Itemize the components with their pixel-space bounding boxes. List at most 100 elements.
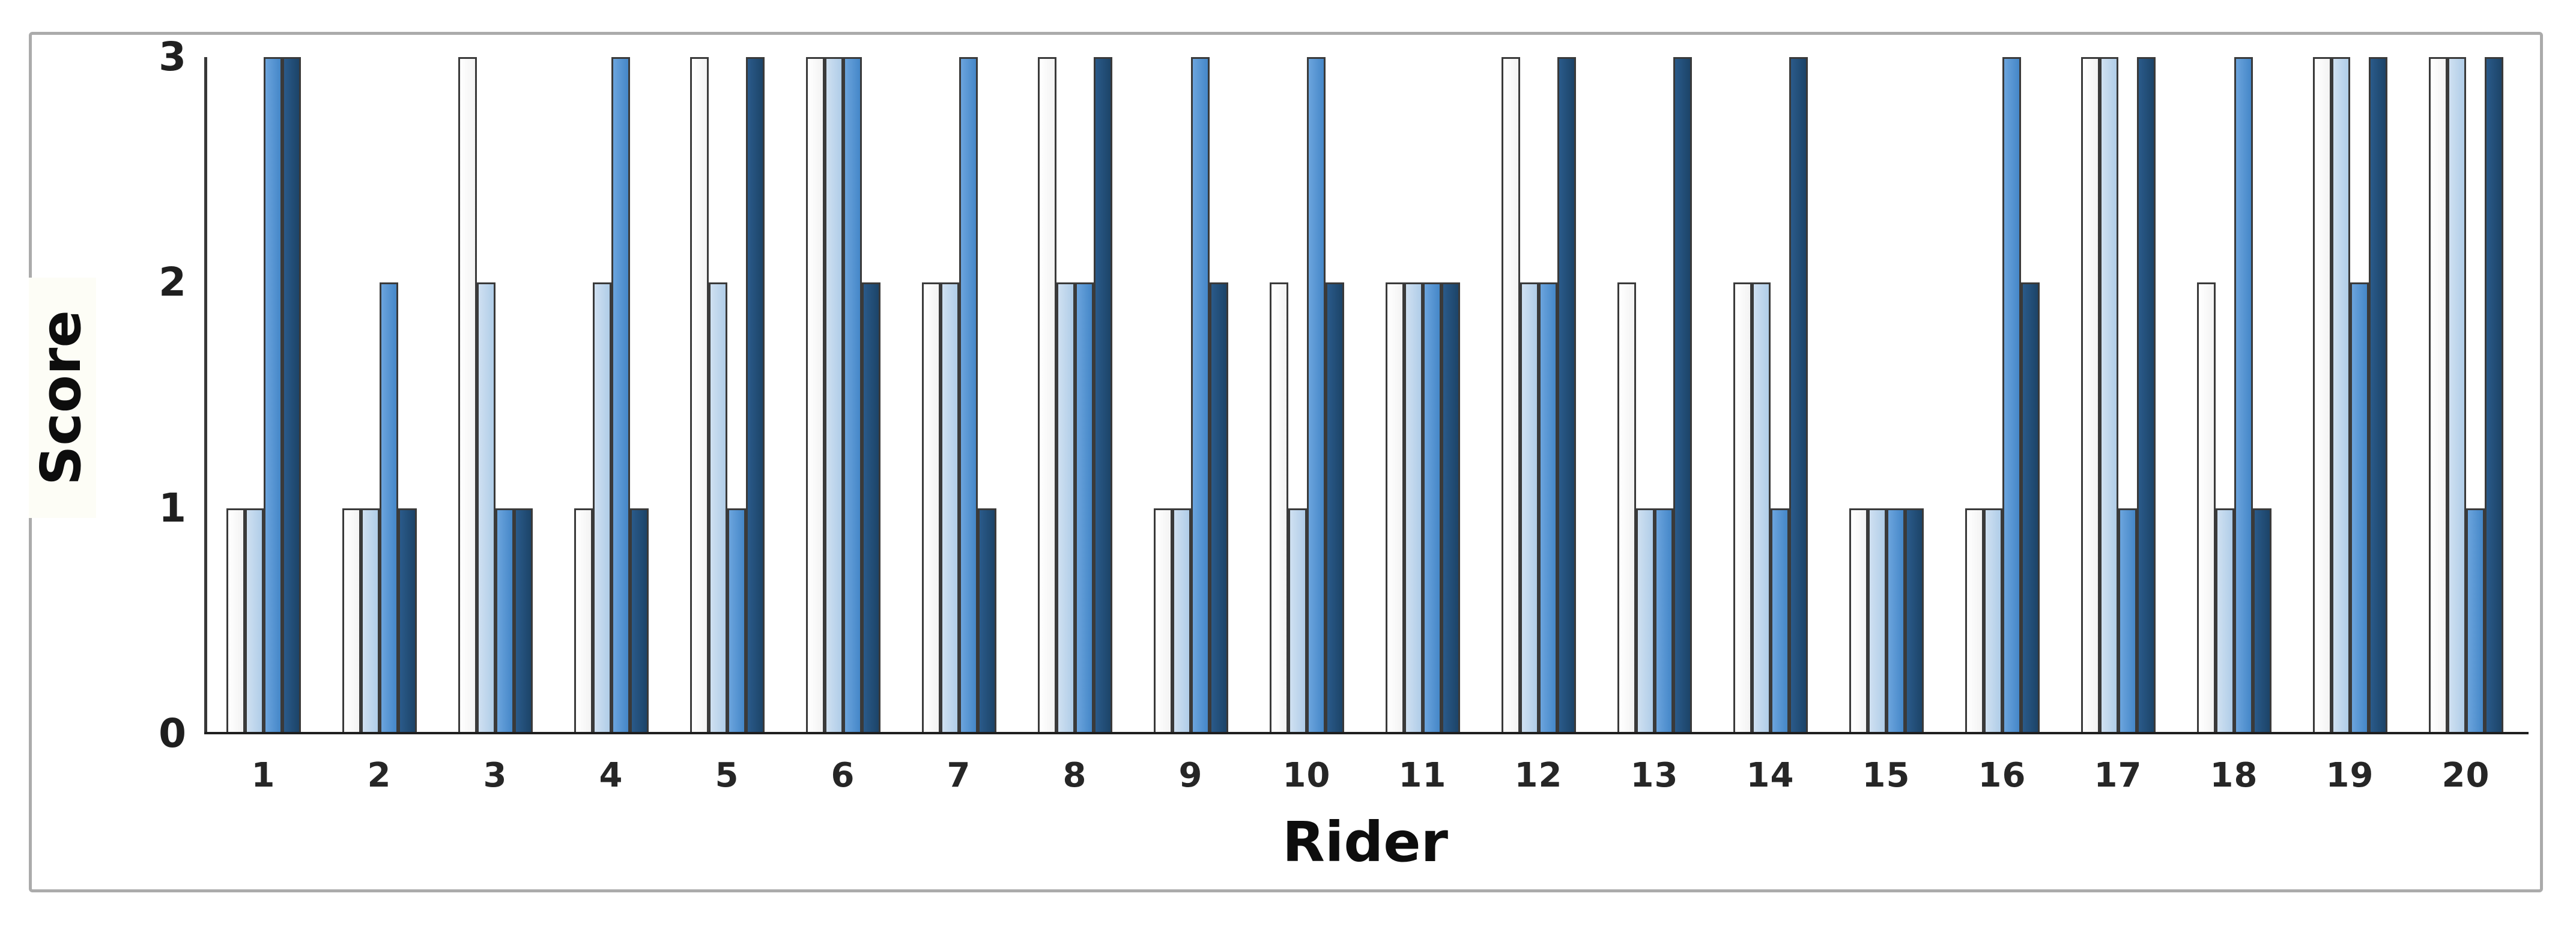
bar-rider-11-series-4-dark-blue	[1441, 282, 1460, 734]
bar-rider-8-series-3-medium-blue	[1075, 282, 1094, 734]
bar-rider-17-series-1-white	[2081, 57, 2100, 734]
bar-rider-15-series-1-white	[1849, 508, 1868, 734]
bar-rider-17-series-3-medium-blue	[2118, 508, 2137, 734]
bar-rider-17-series-2-light-blue	[2100, 57, 2118, 734]
bar-rider-7-series-1-white	[922, 282, 941, 734]
bar-rider-3-series-4-dark-blue	[514, 508, 533, 734]
bar-rider-16-series-3-medium-blue	[2002, 57, 2021, 734]
bar-rider-8-series-1-white	[1038, 57, 1056, 734]
bar-rider-10-series-3-medium-blue	[1307, 57, 1326, 734]
bar-rider-13-series-4-dark-blue	[1673, 57, 1692, 734]
bar-rider-1-series-3-medium-blue	[264, 57, 282, 734]
bar-rider-4-series-4-dark-blue	[630, 508, 649, 734]
bar-rider-15-series-3-medium-blue	[1887, 508, 1905, 734]
bar-rider-1-series-4-dark-blue	[282, 57, 301, 734]
bar-rider-18-series-4-dark-blue	[2253, 508, 2271, 734]
bar-rider-5-series-1-white	[690, 57, 709, 734]
x-tick-label-18: 18	[2210, 756, 2258, 795]
bar-rider-10-series-1-white	[1270, 282, 1288, 734]
y-axis-title: Score	[29, 278, 96, 518]
bar-rider-18-series-1-white	[2197, 282, 2216, 734]
bar-rider-6-series-4-dark-blue	[862, 282, 880, 734]
bar-rider-18-series-3-medium-blue	[2234, 57, 2253, 734]
bar-rider-16-series-4-dark-blue	[2021, 282, 2040, 734]
bar-rider-4-series-2-light-blue	[593, 282, 611, 734]
x-tick-label-16: 16	[1978, 756, 2026, 795]
x-tick-label-11: 11	[1398, 756, 1447, 795]
x-tick-label-5: 5	[715, 756, 739, 795]
bar-rider-9-series-3-medium-blue	[1191, 57, 1210, 734]
bar-rider-19-series-2-light-blue	[2332, 57, 2350, 734]
x-tick-label-14: 14	[1746, 756, 1795, 795]
bar-rider-3-series-1-white	[458, 57, 477, 734]
bar-rider-14-series-3-medium-blue	[1771, 508, 1789, 734]
bar-rider-2-series-2-light-blue	[361, 508, 380, 734]
bar-rider-8-series-2-light-blue	[1056, 282, 1075, 734]
y-tick-label-0: 0	[159, 710, 186, 757]
bar-rider-9-series-1-white	[1154, 508, 1172, 734]
x-tick-label-4: 4	[599, 756, 623, 795]
bar-rider-11-series-1-white	[1386, 282, 1404, 734]
bar-rider-8-series-4-dark-blue	[1094, 57, 1112, 734]
bar-rider-6-series-1-white	[806, 57, 825, 734]
bar-rider-18-series-2-light-blue	[2216, 508, 2234, 734]
bar-rider-6-series-3-medium-blue	[843, 57, 862, 734]
bar-rider-3-series-3-medium-blue	[496, 508, 514, 734]
bar-rider-5-series-2-light-blue	[709, 282, 727, 734]
x-tick-label-3: 3	[483, 756, 508, 795]
bar-rider-16-series-1-white	[1965, 508, 1984, 734]
bar-rider-7-series-4-dark-blue	[978, 508, 996, 734]
x-tick-label-1: 1	[251, 756, 276, 795]
bar-rider-2-series-4-dark-blue	[398, 508, 417, 734]
x-axis-line	[204, 732, 2529, 734]
bar-rider-4-series-3-medium-blue	[611, 57, 630, 734]
bar-rider-12-series-2-light-blue	[1520, 282, 1539, 734]
bar-rider-4-series-1-white	[574, 508, 593, 734]
bar-rider-1-series-2-light-blue	[245, 508, 264, 734]
bar-rider-5-series-4-dark-blue	[746, 57, 765, 734]
bar-rider-10-series-4-dark-blue	[1326, 282, 1344, 734]
bar-rider-16-series-2-light-blue	[1984, 508, 2002, 734]
bar-rider-7-series-2-light-blue	[941, 282, 959, 734]
bar-rider-19-series-4-dark-blue	[2369, 57, 2387, 734]
bar-rider-5-series-3-medium-blue	[727, 508, 746, 734]
bar-rider-13-series-1-white	[1617, 282, 1636, 734]
bar-rider-14-series-2-light-blue	[1752, 282, 1771, 734]
x-tick-label-7: 7	[947, 756, 971, 795]
x-tick-label-15: 15	[1862, 756, 1911, 795]
x-tick-label-17: 17	[2094, 756, 2142, 795]
bar-rider-15-series-2-light-blue	[1868, 508, 1887, 734]
bar-rider-12-series-1-white	[1502, 57, 1520, 734]
bar-rider-3-series-2-light-blue	[477, 282, 496, 734]
bar-rider-6-series-2-light-blue	[825, 57, 843, 734]
y-tick-label-2: 2	[159, 259, 186, 306]
bar-rider-11-series-2-light-blue	[1404, 282, 1423, 734]
bar-rider-14-series-4-dark-blue	[1789, 57, 1808, 734]
x-tick-label-19: 19	[2326, 756, 2374, 795]
bar-rider-20-series-3-medium-blue	[2466, 508, 2485, 734]
x-tick-label-13: 13	[1630, 756, 1679, 795]
x-tick-label-9: 9	[1178, 756, 1203, 795]
x-axis-title: Rider	[1282, 810, 1448, 874]
y-tick-label-1: 1	[159, 484, 186, 531]
bar-rider-11-series-3-medium-blue	[1423, 282, 1441, 734]
x-tick-label-6: 6	[831, 756, 855, 795]
bar-rider-13-series-3-medium-blue	[1655, 508, 1673, 734]
bar-rider-12-series-3-medium-blue	[1539, 282, 1557, 734]
y-axis-line	[204, 57, 207, 734]
y-tick-label-3: 3	[159, 34, 186, 80]
bar-rider-2-series-1-white	[342, 508, 361, 734]
bar-rider-19-series-3-medium-blue	[2350, 282, 2369, 734]
bar-rider-20-series-2-light-blue	[2447, 57, 2466, 734]
x-tick-label-8: 8	[1062, 756, 1087, 795]
x-tick-label-20: 20	[2441, 756, 2490, 795]
bar-rider-7-series-3-medium-blue	[959, 57, 978, 734]
bar-rider-19-series-1-white	[2313, 57, 2332, 734]
bar-rider-20-series-4-dark-blue	[2485, 57, 2503, 734]
bar-rider-2-series-3-medium-blue	[380, 282, 398, 734]
bar-rider-13-series-2-light-blue	[1636, 508, 1655, 734]
x-tick-label-2: 2	[367, 756, 392, 795]
bar-rider-12-series-4-dark-blue	[1557, 57, 1576, 734]
bar-rider-10-series-2-light-blue	[1288, 508, 1307, 734]
